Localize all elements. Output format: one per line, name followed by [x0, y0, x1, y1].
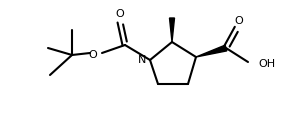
- Text: O: O: [88, 50, 97, 60]
- Text: N: N: [138, 55, 146, 65]
- Polygon shape: [196, 45, 227, 57]
- Text: OH: OH: [258, 59, 275, 69]
- Text: O: O: [235, 16, 243, 26]
- Text: O: O: [116, 9, 124, 19]
- Polygon shape: [170, 18, 174, 42]
